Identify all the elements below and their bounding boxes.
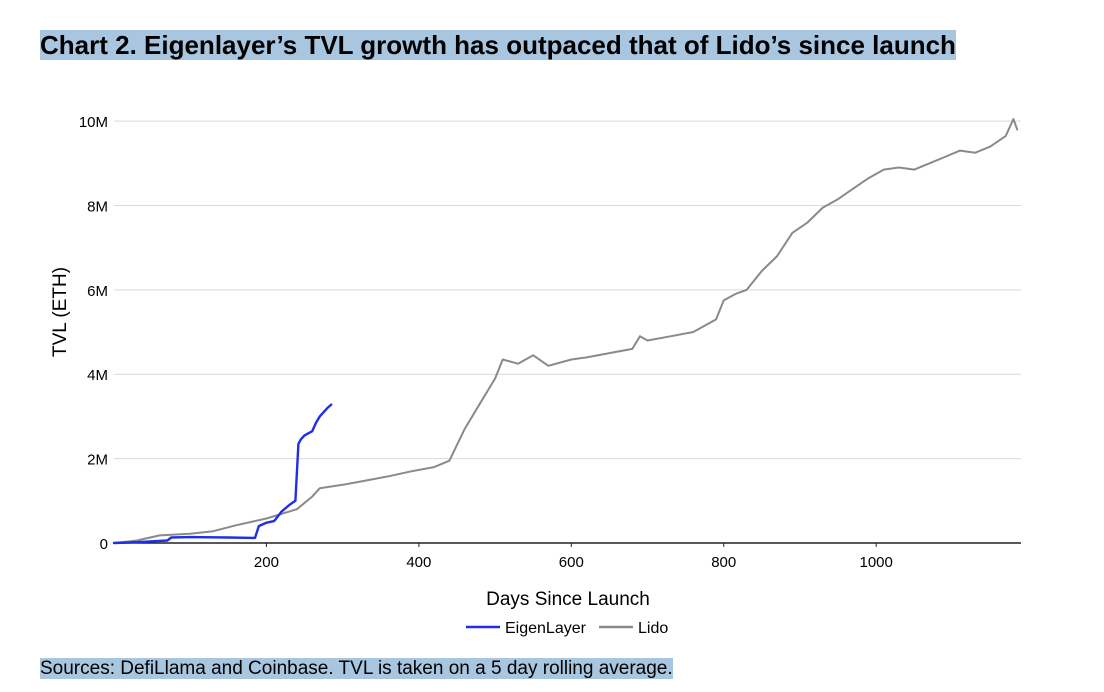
x-tick-label: 800 (711, 554, 736, 571)
gridlines (114, 120, 1021, 460)
x-tick-label: 1000 (859, 554, 892, 571)
x-tick-label: 200 (254, 554, 279, 571)
y-tick-label: 4M (87, 367, 108, 384)
x-axis-label: Days Since Launch (486, 589, 650, 610)
chart-title: Chart 2. Eigenlayer’s TVL growth has out… (40, 30, 956, 60)
series-line-eigenlayer (112, 403, 333, 545)
y-tick-label: 0 (100, 536, 108, 553)
x-tick-label: 600 (559, 554, 584, 571)
legend: EigenLayer Lido (466, 620, 668, 637)
series-line-lido (113, 118, 1019, 544)
legend-label-eigenlayer: EigenLayer (505, 620, 587, 637)
axes: 0 2M 4M 6M 8M 10M 200 400 600 800 1000 (79, 114, 1021, 571)
y-tick-label: 8M (87, 198, 108, 215)
series-lines (112, 118, 1019, 545)
y-tick-label: 2M (87, 452, 108, 469)
legend-label-lido: Lido (638, 620, 668, 637)
y-axis-label: TVL (ETH) (50, 267, 71, 357)
x-tick-label: 400 (406, 554, 431, 571)
axis-labels: TVL (ETH) Days Since Launch (50, 267, 650, 610)
y-tick-label: 10M (79, 114, 108, 131)
source-note: Sources: DefiLlama and Coinbase. TVL is … (40, 658, 673, 679)
y-tick-label: 6M (87, 283, 108, 300)
